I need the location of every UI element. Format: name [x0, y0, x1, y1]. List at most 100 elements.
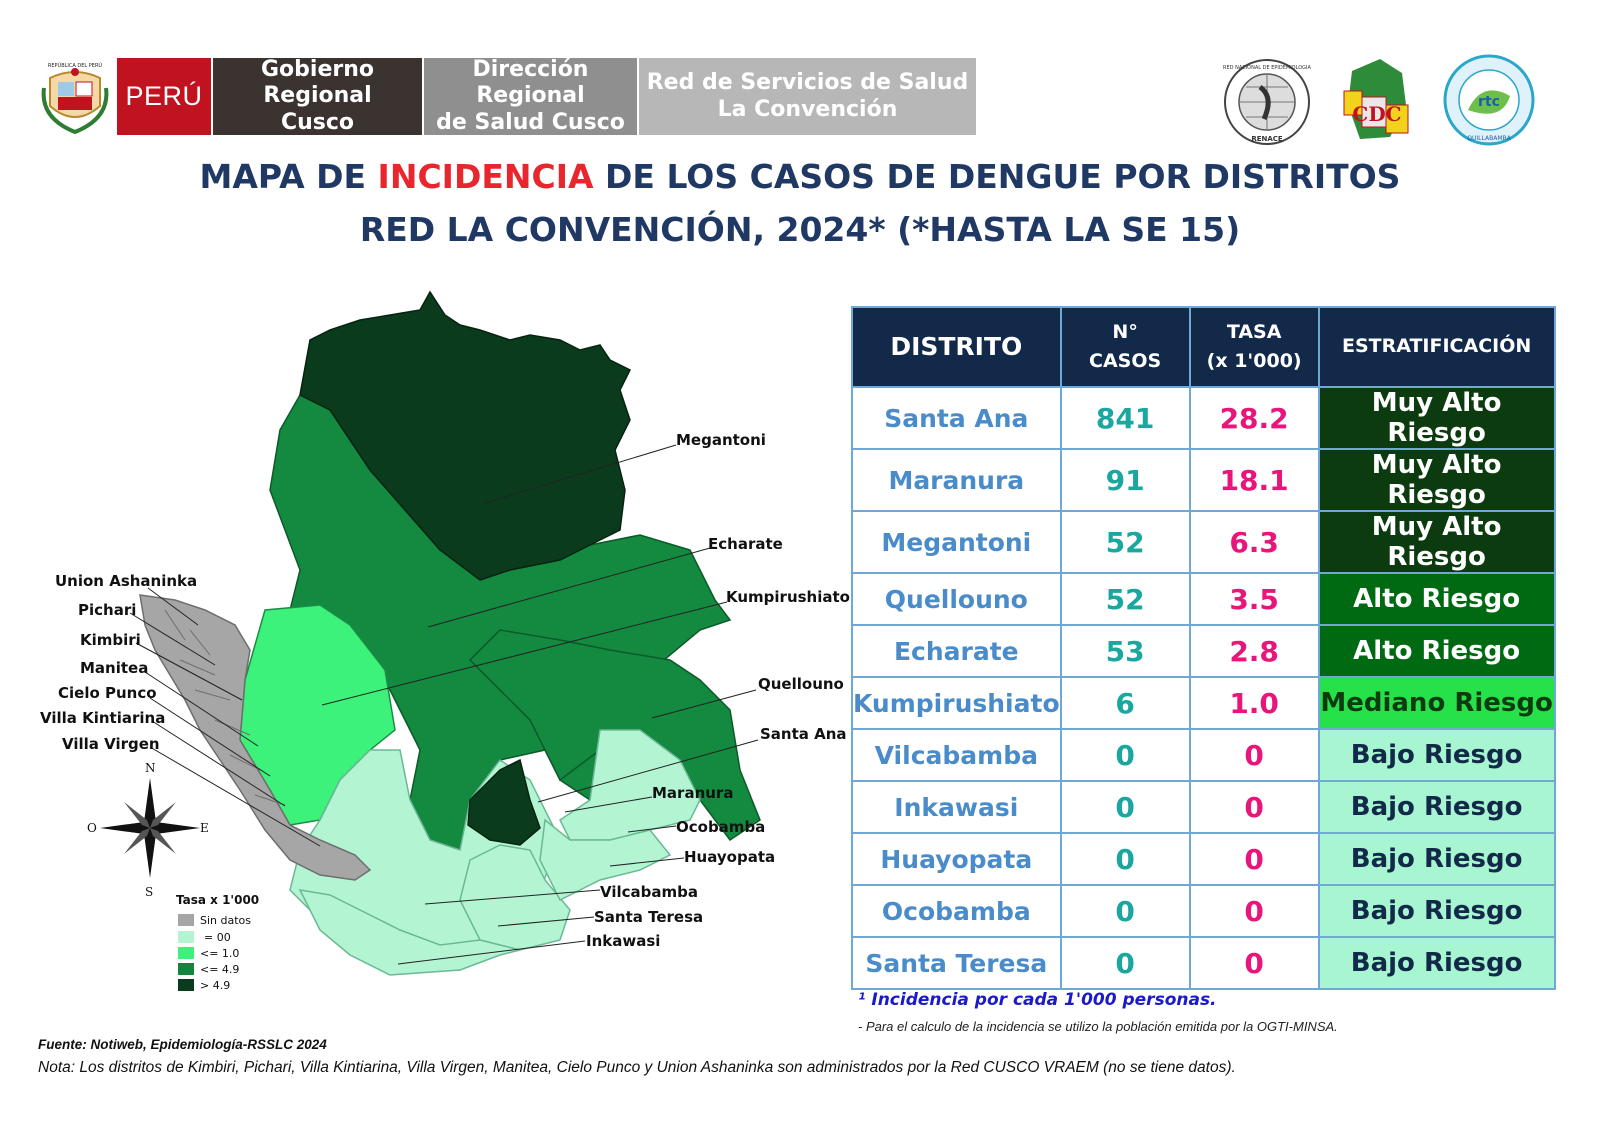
legend-swatch-1: [178, 931, 194, 943]
svg-text:rtc: rtc: [1478, 94, 1500, 110]
cell-tasa: 0: [1188, 936, 1320, 990]
note-incidencia: ¹ Incidencia por cada 1'000 personas.: [858, 990, 1217, 1010]
svg-text:RENACE: RENACE: [1251, 135, 1283, 143]
table-row: Inkawasi 0 0 Bajo Riesgo: [851, 780, 1556, 834]
table-row: Quellouno 52 3.5 Alto Riesgo: [851, 572, 1556, 626]
cell-distrito: Megantoni: [851, 510, 1062, 574]
table-header-row: DISTRITO N° CASOS TASA (x 1'000) ESTRATI…: [851, 306, 1556, 388]
header-casos: N° CASOS: [1059, 306, 1191, 388]
cell-distrito: Santa Teresa: [851, 936, 1062, 990]
label-ocobamba: Ocobamba: [676, 818, 765, 836]
note-nota: Nota: Los distritos de Kimbiri, Pichari,…: [38, 1059, 1236, 1076]
header-distrito: DISTRITO: [851, 306, 1062, 388]
label-vilcabamba: Vilcabamba: [600, 883, 698, 901]
peru-coat-of-arms-logo: REPÚBLICA DEL PERÚ: [41, 62, 109, 135]
cell-casos: 6: [1059, 676, 1191, 730]
label-santa-teresa: Santa Teresa: [594, 908, 703, 926]
district-vraem-sin-datos: [139, 594, 372, 881]
cell-estratificacion: Bajo Riesgo: [1317, 832, 1556, 886]
legend-swatch-2: [178, 947, 194, 959]
label-echarate: Echarate: [708, 535, 783, 553]
cell-estratificacion: Alto Riesgo: [1317, 572, 1556, 626]
legend-label-4: > 4.9: [200, 979, 230, 992]
legend-label-2: <= 1.0: [200, 947, 239, 960]
table-row: Echarate 53 2.8 Alto Riesgo: [851, 624, 1556, 678]
cell-tasa: 0: [1188, 780, 1320, 834]
incidence-table: DISTRITO N° CASOS TASA (x 1'000) ESTRATI…: [851, 306, 1556, 990]
district-map: Megantoni Echarate Kumpirushiato Quellou…: [40, 290, 850, 992]
cell-distrito: Echarate: [851, 624, 1062, 678]
svg-text:RED NACIONAL DE EPIDEMIOLOGIA: RED NACIONAL DE EPIDEMIOLOGIA: [1223, 65, 1311, 71]
cell-tasa: 0: [1188, 728, 1320, 782]
label-villa-virgen: Villa Virgen: [62, 735, 160, 753]
legend-label-1: = 00: [204, 931, 231, 944]
legend-swatch-3: [178, 963, 194, 975]
cell-casos: 0: [1059, 728, 1191, 782]
title-highlight: INCIDENCIA: [377, 157, 594, 196]
cell-distrito: Maranura: [851, 448, 1062, 512]
cell-casos: 52: [1059, 572, 1191, 626]
cell-tasa: 3.5: [1188, 572, 1320, 626]
cell-tasa: 0: [1188, 832, 1320, 886]
table-row: Maranura 91 18.1 Muy Alto Riesgo: [851, 448, 1556, 512]
header-tasa-line1: TASA: [1226, 320, 1282, 343]
compass-e: E: [200, 821, 209, 835]
note-fuente: Fuente: Notiweb, Epidemiología-RSSLC 202…: [38, 1037, 327, 1052]
label-union-ashaninka: Union Ashaninka: [55, 572, 197, 590]
label-megantoni: Megantoni: [676, 431, 766, 449]
cell-casos: 0: [1059, 832, 1191, 886]
table-row: Vilcabamba 0 0 Bajo Riesgo: [851, 728, 1556, 782]
header-casos-line2: CASOS: [1089, 350, 1162, 372]
svg-text:CDC: CDC: [1352, 102, 1401, 126]
direccion-regional-block: Dirección Regional de Salud Cusco: [424, 57, 637, 135]
cell-distrito: Vilcabamba: [851, 728, 1062, 782]
compass-rose-icon: N S O E: [87, 761, 209, 899]
label-pichari: Pichari: [78, 601, 136, 619]
cell-distrito: Ocobamba: [851, 884, 1062, 938]
compass-s: S: [145, 885, 153, 899]
cell-casos: 91: [1059, 448, 1191, 512]
label-manitea: Manitea: [80, 659, 148, 677]
cell-tasa: 1.0: [1188, 676, 1320, 730]
compass-n: N: [145, 761, 156, 775]
red-servicios-block: Red de Servicios de Salud La Convención: [639, 58, 976, 135]
cell-distrito: Quellouno: [851, 572, 1062, 626]
label-villa-kintiarina: Villa Kintiarina: [40, 709, 165, 727]
cell-tasa: 18.1: [1188, 448, 1320, 512]
cell-distrito: Inkawasi: [851, 780, 1062, 834]
label-huayopata: Huayopata: [684, 848, 775, 866]
table-row: Huayopata 0 0 Bajo Riesgo: [851, 832, 1556, 886]
map-title-line1: MAPA DE INCIDENCIA DE LOS CASOS DE DENGU…: [0, 157, 1600, 196]
header-estratificacion: ESTRATIFICACIÓN: [1317, 306, 1556, 388]
legend-swatch-0: [178, 914, 194, 926]
note-calculo: - Para el calculo de la incidencia se ut…: [858, 1019, 1338, 1034]
label-kimbiri: Kimbiri: [80, 631, 141, 649]
cell-tasa: 0: [1188, 884, 1320, 938]
title-part-b: DE LOS CASOS DE DENGUE POR DISTRITOS: [593, 157, 1401, 196]
gob-line1: Gobierno Regional: [260, 56, 374, 109]
renace-logo: RENACE RED NACIONAL DE EPIDEMIOLOGIA: [1223, 59, 1312, 145]
cell-estratificacion: Alto Riesgo: [1317, 624, 1556, 678]
district-santa-teresa: [459, 844, 571, 951]
table-row: Megantoni 52 6.3 Muy Alto Riesgo: [851, 510, 1556, 574]
cell-estratificacion: Bajo Riesgo: [1317, 728, 1556, 782]
table-row: Santa Ana 841 28.2 Muy Alto Riesgo: [851, 386, 1556, 450]
district-inkawasi: [298, 889, 521, 976]
label-kumpirushiato: Kumpirushiato: [726, 588, 850, 606]
cdc-logo: CDC: [1343, 59, 1409, 139]
header-tasa: TASA (x 1'000): [1188, 306, 1320, 388]
cell-casos: 0: [1059, 936, 1191, 990]
cell-tasa: 2.8: [1188, 624, 1320, 678]
label-cielo-punco: Cielo Punco: [58, 684, 157, 702]
district-santa-ana: [467, 758, 541, 846]
legend-label-0: Sin datos: [200, 914, 251, 927]
cell-estratificacion: Bajo Riesgo: [1317, 884, 1556, 938]
title-part-a: MAPA DE: [199, 157, 378, 196]
cell-estratificacion: Muy Alto Riesgo: [1317, 386, 1556, 450]
cell-tasa: 28.2: [1188, 386, 1320, 450]
cell-distrito: Huayopata: [851, 832, 1062, 886]
district-huayopata: [539, 818, 672, 902]
legend-swatch-4: [178, 979, 194, 991]
compass-o: O: [87, 821, 97, 835]
cell-casos: 52: [1059, 510, 1191, 574]
